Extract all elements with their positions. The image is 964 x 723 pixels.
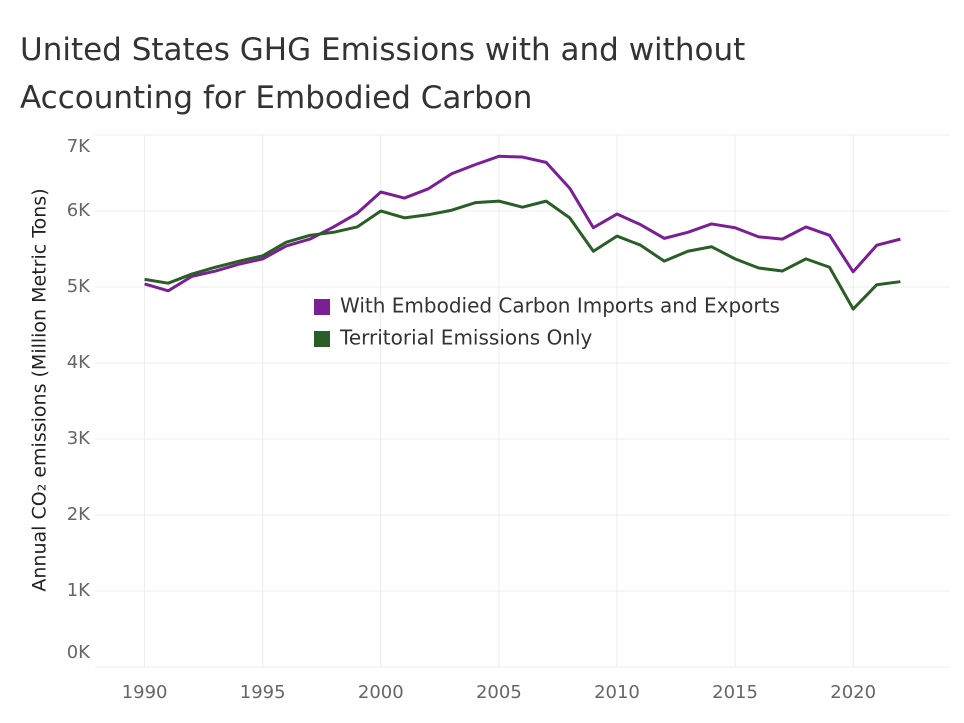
y-tick-label: 0K: [67, 642, 91, 663]
y-tick-label: 3K: [67, 428, 91, 449]
x-tick-label: 2005: [476, 682, 522, 703]
y-tick-label: 5K: [67, 276, 91, 297]
chart-title: United States GHG Emissions with and wit…: [20, 32, 745, 68]
y-tick-label: 6K: [67, 200, 91, 221]
x-tick-label: 2000: [358, 682, 404, 703]
y-tick-label: 2K: [67, 504, 91, 525]
y-axis-label: Annual CO₂ emissions (Million Metric Ton…: [29, 188, 51, 591]
x-tick-label: 1990: [122, 682, 168, 703]
series-line: [144, 154, 901, 293]
legend-label: With Embodied Carbon Imports and Exports: [340, 294, 780, 318]
x-tick-label: 2010: [594, 682, 640, 703]
x-tick-label: 1995: [240, 682, 286, 703]
y-tick-label: 4K: [67, 352, 91, 373]
x-tick-label: 2020: [830, 682, 876, 703]
y-tick-label: 1K: [67, 580, 91, 601]
x-tick-label: 2015: [712, 682, 758, 703]
legend-swatch: [314, 299, 330, 315]
y-tick-label: 7K: [67, 136, 91, 157]
legend-label: Territorial Emissions Only: [339, 326, 593, 350]
chart-title: Accounting for Embodied Carbon: [20, 80, 532, 116]
legend-swatch: [314, 331, 330, 347]
series-line: [144, 199, 901, 311]
